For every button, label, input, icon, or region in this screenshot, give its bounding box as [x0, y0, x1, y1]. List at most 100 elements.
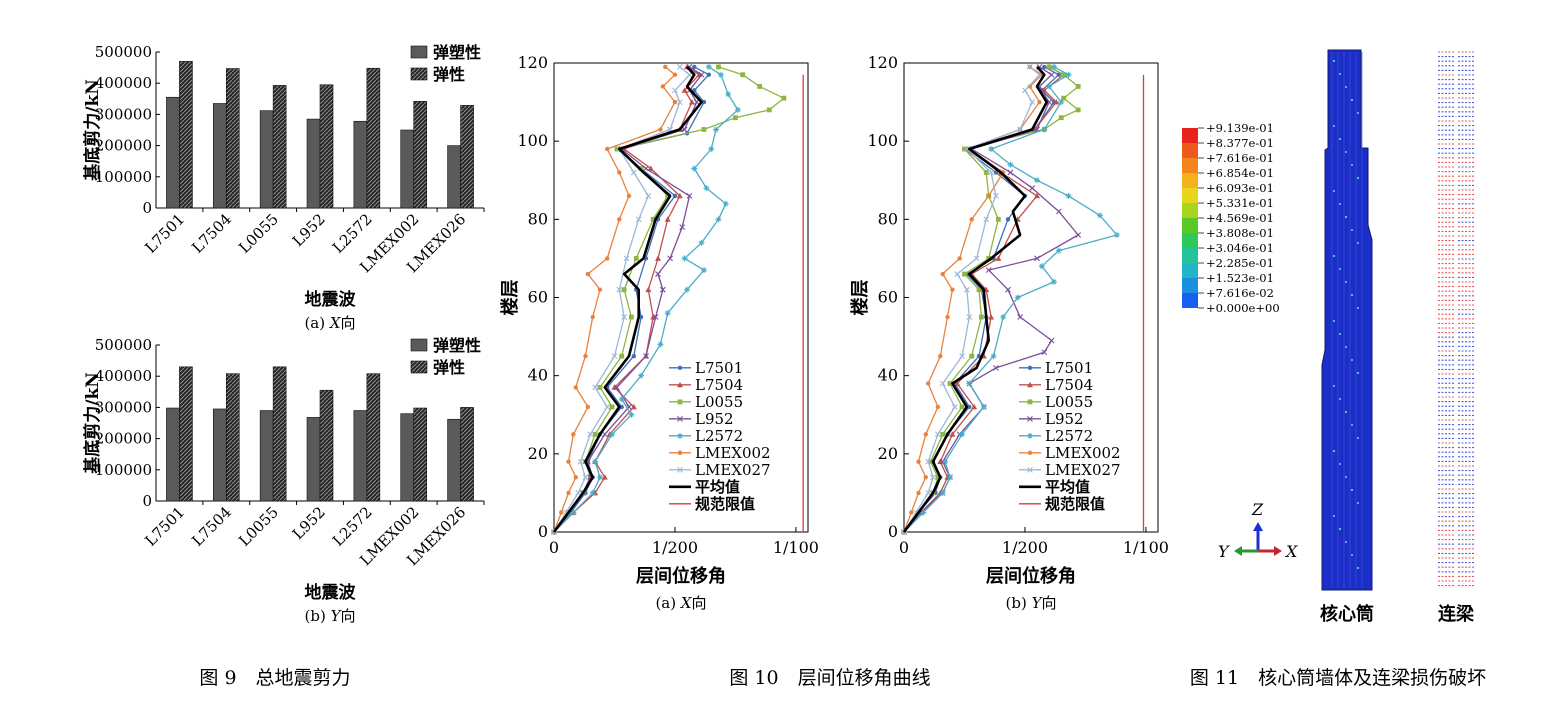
marker	[988, 314, 995, 320]
marker	[1075, 84, 1081, 89]
core-damage-spot	[1333, 190, 1335, 192]
marker	[623, 255, 630, 262]
bar-弹性	[319, 389, 334, 502]
marker	[947, 381, 953, 386]
marker	[655, 255, 662, 261]
marker	[658, 127, 663, 132]
marker	[1058, 99, 1065, 106]
legend-label: LMEX027	[1045, 461, 1121, 479]
series-line-平均值	[902, 66, 1048, 533]
core-damage-spot	[1333, 255, 1335, 257]
y-tick-label: 60	[528, 288, 548, 307]
marker	[993, 192, 999, 199]
marker	[700, 267, 707, 274]
marker	[1027, 466, 1033, 473]
x-tick-label: L7504	[188, 210, 235, 257]
y-tick-label: 120	[517, 53, 548, 72]
marker	[590, 314, 595, 320]
marker	[1041, 126, 1048, 133]
bar-弹塑性	[166, 96, 180, 209]
z-arrow-head	[1253, 522, 1263, 531]
bar-弹性	[460, 407, 474, 502]
marker	[619, 404, 624, 410]
x-tick-label: L952	[289, 210, 329, 250]
axis-x-label: X	[1284, 542, 1298, 561]
marker	[559, 510, 564, 515]
marker	[983, 216, 990, 223]
marker	[995, 216, 1001, 222]
marker	[647, 165, 654, 171]
core-damage-spot	[1339, 463, 1341, 465]
core-damage-spot	[1339, 268, 1341, 270]
core-damage-spot	[1357, 307, 1359, 309]
y-tick-label: 300000	[95, 398, 152, 416]
marker	[1075, 107, 1081, 113]
marker	[1065, 192, 1072, 199]
marker	[601, 474, 608, 480]
marker	[1046, 83, 1053, 90]
core-damage-spot	[1351, 99, 1353, 101]
legend-color-band	[1182, 218, 1198, 233]
legend-color-band	[1182, 143, 1198, 158]
marker	[713, 126, 720, 133]
core-damage-spot	[1351, 294, 1353, 296]
y-axis-label: 基底剪力/kN	[82, 79, 103, 182]
marker	[611, 353, 618, 360]
y-tick-label: 0	[142, 199, 152, 217]
marker	[571, 432, 576, 437]
legend-label: L2572	[1045, 427, 1093, 445]
marker	[1027, 381, 1033, 388]
marker	[766, 107, 772, 113]
coupling-beam-label: 连梁	[1438, 603, 1475, 625]
y-tick-label: 400000	[95, 74, 152, 92]
legend-color-band	[1182, 293, 1198, 308]
marker	[605, 146, 610, 152]
marker	[973, 255, 980, 262]
marker	[964, 286, 970, 293]
marker	[566, 490, 571, 496]
marker	[1007, 169, 1014, 176]
marker	[638, 372, 645, 379]
y-tick-label: 20	[528, 444, 548, 463]
marker	[589, 489, 596, 496]
legend-swatch	[410, 338, 428, 352]
y-tick-label: 100000	[95, 461, 152, 479]
x-axis-label: 层间位移角	[986, 565, 1076, 587]
marker	[597, 287, 603, 292]
x-tick-label: L0055	[235, 210, 282, 257]
marker	[681, 87, 688, 93]
marker	[665, 193, 671, 199]
marker	[954, 271, 961, 277]
core-damage-spot	[1339, 528, 1341, 530]
marker	[925, 458, 932, 465]
marker	[672, 99, 678, 105]
damage-figure: +9.139e-01+8.377e-01+7.616e-01+6.854e-01…	[1182, 49, 1475, 625]
legend-color-band	[1182, 248, 1198, 263]
marker	[686, 192, 693, 199]
bar-弹性	[413, 100, 428, 209]
marker	[1034, 177, 1041, 184]
core-damage-spot	[1357, 372, 1359, 374]
legend-color-band	[1182, 233, 1198, 248]
marker	[592, 384, 599, 391]
marker	[692, 64, 697, 70]
marker	[677, 432, 683, 439]
marker	[573, 475, 578, 480]
marker	[616, 286, 623, 293]
marker	[949, 431, 956, 437]
y-arrow-head	[1234, 546, 1242, 556]
x-tick-label: 1/200	[1002, 538, 1048, 557]
marker	[677, 466, 683, 473]
marker	[1027, 84, 1032, 89]
marker	[1014, 294, 1021, 301]
marker	[1027, 415, 1033, 422]
y-tick-label: 80	[528, 209, 548, 228]
x-axis-label: 地震波	[305, 289, 357, 310]
x-tick-label: L7501	[141, 210, 188, 257]
marker	[957, 256, 962, 261]
legend-value: +1.523e-01	[1206, 271, 1274, 285]
core-damage-spot	[1357, 112, 1359, 114]
legend-label: 弹性	[433, 65, 465, 84]
bar-弹性	[413, 407, 428, 502]
